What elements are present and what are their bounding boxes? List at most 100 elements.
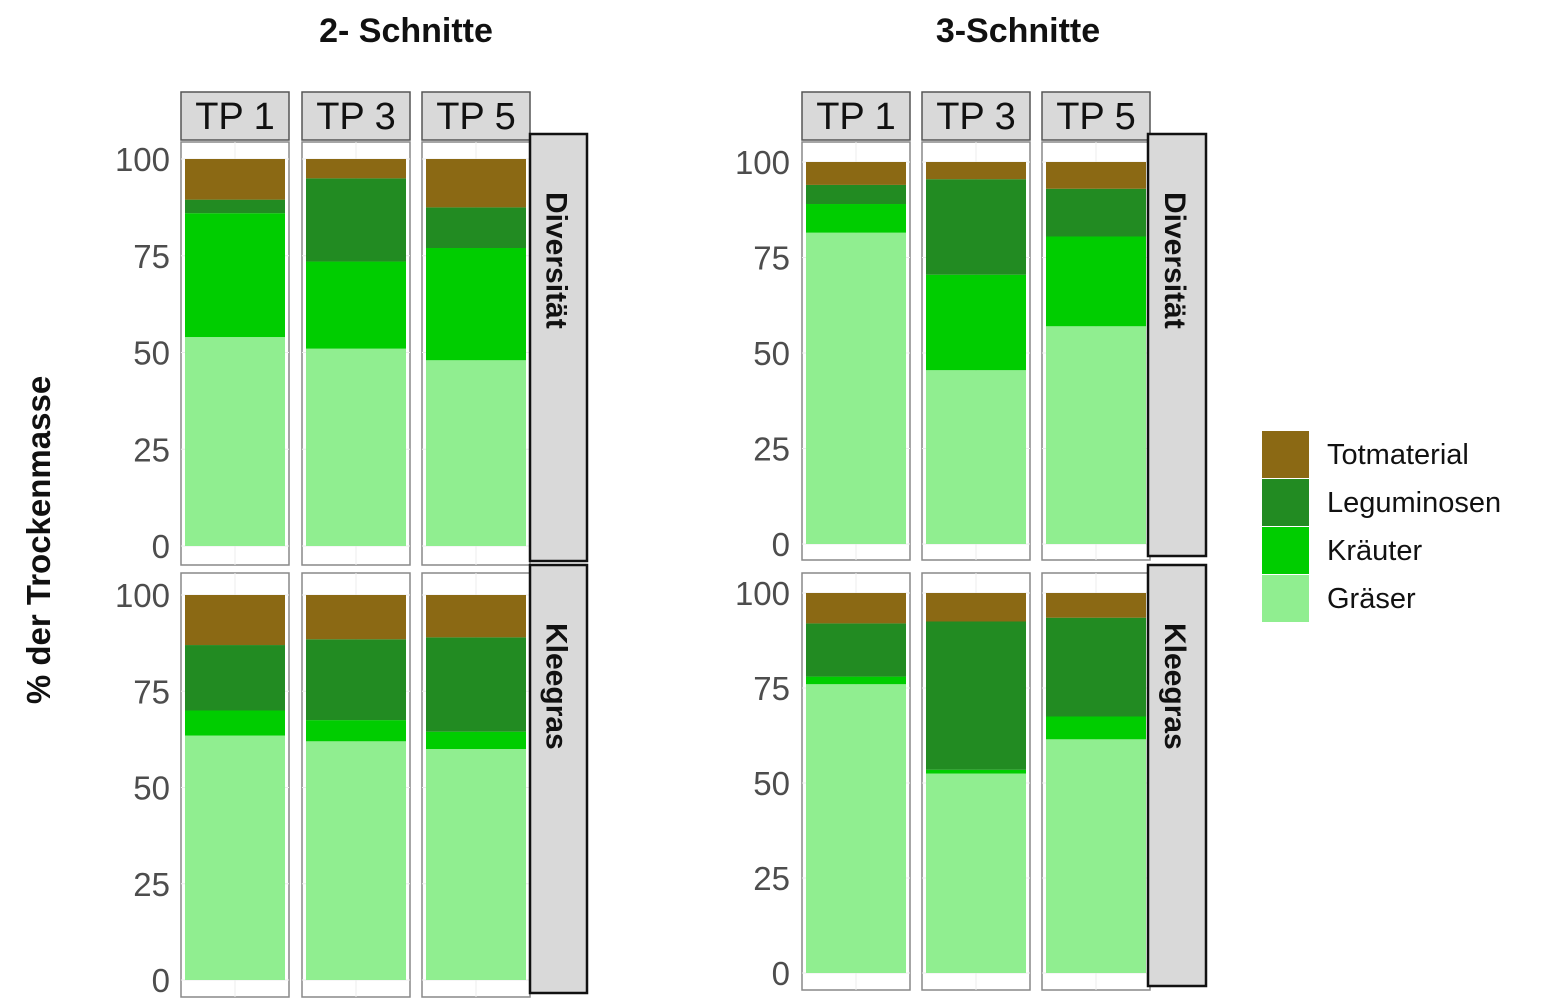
- chart-title: 2- Schnitte: [319, 12, 493, 50]
- panel-kleegras-tp-5: [1041, 572, 1151, 991]
- bar-segment-leguminosen: [185, 199, 285, 214]
- y-tick-label: 75: [133, 673, 170, 710]
- strip-tp-5: [421, 91, 531, 141]
- y-tick-label: 75: [133, 238, 170, 275]
- chart-2-schnitte: 2- Schnitte TP 1 TP 3 TP 5 0 25 50 75 100 Diversi…: [115, 12, 589, 999]
- y-tick-label: 50: [753, 765, 790, 802]
- legend: Totmaterial Leguminosen Kräuter Gräser: [1262, 431, 1501, 622]
- bar-segment-graeser: [185, 735, 285, 980]
- bar-segment-graeser: [426, 749, 526, 980]
- strip-tp-1: [180, 91, 290, 141]
- y-tick-label: 75: [753, 670, 790, 707]
- bar-segment-totmaterial: [426, 159, 526, 208]
- y-tick-label: 100: [735, 144, 790, 181]
- bar-segment-totmaterial: [806, 162, 906, 185]
- bar-segment-graeser: [926, 773, 1026, 973]
- bar-segment-graeser: [1046, 326, 1146, 544]
- bar-segment-leguminosen: [426, 207, 526, 249]
- y-tick-label: 0: [152, 528, 170, 565]
- strip-label-tp-5: TP 5: [436, 96, 516, 138]
- bar-segment-kraeuter: [806, 204, 906, 233]
- legend-label-graeser: Gräser: [1327, 583, 1416, 615]
- bar-segment-leguminosen: [1046, 617, 1146, 717]
- strip-label-diversitaet: Diversität: [1158, 192, 1191, 329]
- bar-segment-leguminosen: [1046, 188, 1146, 237]
- panel-diversitaet-tp-1: [180, 141, 290, 566]
- legend-key-leguminosen: [1262, 479, 1309, 526]
- bar-segment-totmaterial: [1046, 593, 1146, 618]
- panel-diversitaet-tp-3: [921, 141, 1031, 561]
- bar-segment-kraeuter: [306, 261, 406, 349]
- y-tick-label: 0: [772, 526, 790, 563]
- strip-tp-1: [801, 91, 911, 141]
- bar-segment-graeser: [306, 741, 406, 980]
- strip-tp-5: [1041, 91, 1151, 141]
- strip-label-tp-1: TP 1: [195, 96, 275, 138]
- bar-segment-kraeuter: [306, 720, 406, 742]
- legend-label-leguminosen: Leguminosen: [1327, 487, 1501, 519]
- y-tick-label: 100: [115, 577, 170, 614]
- bar-segment-kraeuter: [1046, 236, 1146, 327]
- panel-diversitaet-tp-3: [301, 141, 411, 566]
- strip-kleegras: [1146, 563, 1208, 988]
- panel-kleegras-tp-3: [301, 572, 411, 998]
- y-tick-label: 75: [753, 240, 790, 277]
- bar-segment-graeser: [426, 360, 526, 546]
- strip-tp-3: [301, 91, 411, 141]
- panel-diversitaet-tp-5: [421, 141, 531, 566]
- bar-segment-kraeuter: [1046, 716, 1146, 740]
- y-tick-label: 50: [133, 770, 170, 807]
- y-tick-label: 0: [152, 962, 170, 999]
- panel-diversitaet-tp-5: [1041, 141, 1151, 561]
- legend-label-kraeuter: Kräuter: [1327, 535, 1422, 567]
- strip-diversitaet: [1146, 132, 1208, 558]
- bar-segment-totmaterial: [1046, 162, 1146, 189]
- strip-label-diversitaet: Diversität: [540, 192, 573, 329]
- bar-segment-totmaterial: [306, 595, 406, 640]
- y-tick-label: 100: [735, 575, 790, 612]
- y-tick-label: 25: [753, 431, 790, 468]
- bar-segment-kraeuter: [426, 731, 526, 749]
- strip-label-tp-3: TP 3: [936, 96, 1016, 138]
- strip-label-kleegras: Kleegras: [1158, 623, 1191, 750]
- bar-segment-leguminosen: [426, 637, 526, 732]
- legend-key-graeser: [1262, 575, 1309, 622]
- panel-kleegras-tp-1: [801, 572, 911, 991]
- strip-tp-3: [921, 91, 1031, 141]
- bar-segment-graeser: [1046, 739, 1146, 973]
- bar-segment-graeser: [806, 232, 906, 545]
- y-tick-label: 25: [133, 866, 170, 903]
- y-tick-label: 25: [753, 860, 790, 897]
- bar-segment-leguminosen: [306, 178, 406, 262]
- strip-label-kleegras: Kleegras: [540, 623, 573, 750]
- bar-segment-leguminosen: [926, 179, 1026, 275]
- chart-3-schnitte: 3-Schnitte TP 1 TP 3 TP 5 0 25 50 75 100 Diversit…: [735, 12, 1208, 992]
- bar-segment-leguminosen: [306, 639, 406, 721]
- legend-label-totmaterial: Totmaterial: [1327, 439, 1469, 471]
- y-tick-label: 50: [753, 335, 790, 372]
- bar-segment-leguminosen: [926, 621, 1026, 770]
- y-tick-label: 0: [772, 955, 790, 992]
- bar-segment-kraeuter: [426, 248, 526, 361]
- panel-diversitaet-tp-1: [801, 141, 911, 561]
- bar-segment-graeser: [185, 337, 285, 546]
- y-axis-label: % der Trockenmasse: [20, 376, 57, 704]
- bar-segment-graeser: [926, 370, 1026, 544]
- strip-label-tp-5: TP 5: [1056, 96, 1136, 138]
- bar-segment-kraeuter: [185, 213, 285, 338]
- bar-segment-totmaterial: [926, 162, 1026, 180]
- strip-label-tp-3: TP 3: [316, 96, 396, 138]
- legend-key-kraeuter: [1262, 527, 1309, 574]
- bar-segment-leguminosen: [806, 184, 906, 205]
- chart-title: 3-Schnitte: [936, 12, 1100, 50]
- bar-segment-leguminosen: [185, 645, 285, 711]
- bar-segment-kraeuter: [806, 676, 906, 685]
- bar-segment-kraeuter: [926, 769, 1026, 774]
- bar-segment-totmaterial: [926, 593, 1026, 622]
- bar-segment-kraeuter: [926, 274, 1026, 371]
- bar-segment-totmaterial: [306, 159, 406, 179]
- panel-kleegras-tp-1: [180, 572, 290, 998]
- y-tick-label: 50: [133, 335, 170, 372]
- bar-segment-graeser: [806, 684, 906, 973]
